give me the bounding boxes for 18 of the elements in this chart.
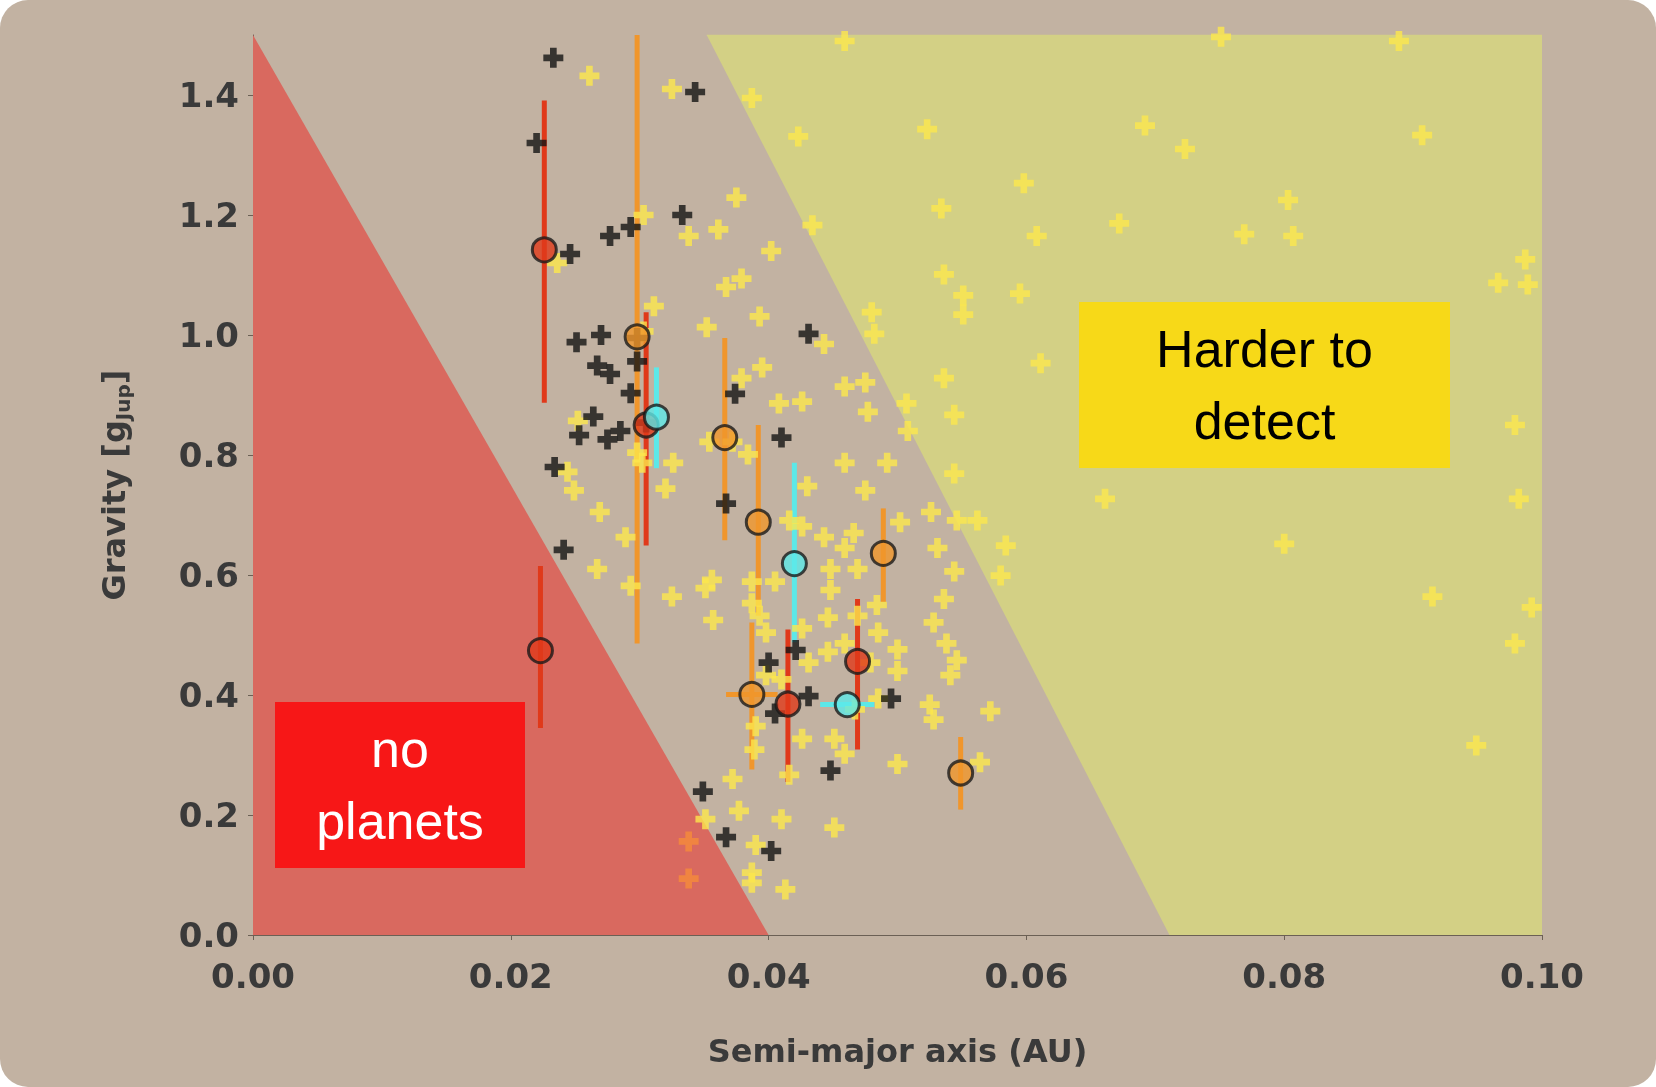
y-tick-label: 1.4 — [178, 75, 239, 115]
x-tick-label: 0.10 — [1500, 956, 1584, 996]
x-tick-label: 0.06 — [984, 956, 1069, 996]
y-tick-label: 0.4 — [178, 675, 239, 715]
x-axis-title: Semi-major axis (AU) — [707, 1032, 1088, 1070]
y-tick-label: 0.6 — [178, 555, 239, 595]
x-tick-label: 0.04 — [726, 956, 811, 996]
y-tick-label: 0.8 — [178, 435, 239, 475]
y-axis-title: Gravity [gJup] — [95, 369, 135, 601]
y-tick-label: 1.2 — [178, 195, 239, 235]
annotation: Harder to detect — [1155, 319, 1374, 452]
annotation: no planets — [315, 719, 485, 852]
y-tick-label: 1.0 — [178, 315, 239, 355]
y-tick-label: 0.2 — [178, 795, 239, 835]
y-tick-label: 0.0 — [178, 915, 239, 955]
x-tick-label: 0.08 — [1242, 956, 1327, 996]
x-tick-label: 0.00 — [211, 956, 295, 996]
x-tick-label: 0.02 — [468, 956, 553, 996]
